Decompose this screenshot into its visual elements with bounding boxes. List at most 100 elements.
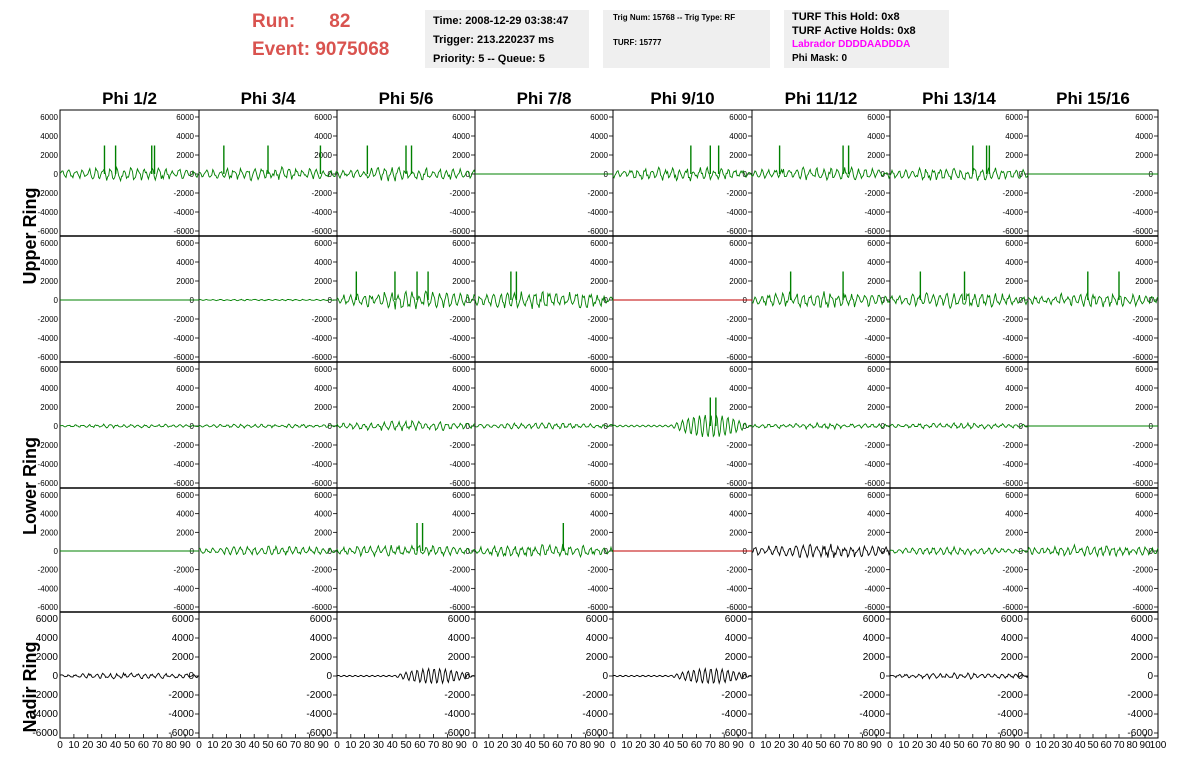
panel-frame (1027, 109, 1159, 237)
y-tick-label: 2000 (1001, 652, 1024, 663)
y-tick-label: -2000 (1133, 189, 1154, 198)
y-tick-label: -4000 (865, 584, 886, 593)
y-tick-label: 2000 (867, 528, 885, 537)
y-tick-label: 0 (328, 547, 333, 556)
y-tick-label-left: -4000 (38, 334, 59, 343)
y-tick-label: 2000 (314, 151, 332, 160)
x-tick-label: 80 (442, 740, 454, 751)
y-tick-label-left: 2000 (36, 652, 59, 663)
x-tick-label: 60 (1100, 740, 1112, 751)
y-tick-label: -2000 (588, 566, 609, 575)
x-tick-label: 20 (82, 740, 94, 751)
y-tick-label: -4000 (1003, 584, 1024, 593)
y-tick-label: 4000 (867, 510, 885, 519)
y-tick-label: 6000 (314, 239, 332, 248)
y-tick-label-left: 4000 (40, 510, 58, 519)
waveform-trace (612, 667, 753, 685)
x-tick-label: 80 (719, 740, 731, 751)
y-tick-label: 4000 (586, 633, 609, 644)
y-tick-label: 2000 (1135, 151, 1153, 160)
y-tick-label: 0 (190, 296, 195, 305)
y-tick-label: 6000 (452, 113, 470, 122)
x-tick-label: 10 (68, 740, 80, 751)
y-tick-label: 2000 (867, 403, 885, 412)
x-tick-label: 30 (511, 740, 523, 751)
y-tick-label: 0 (466, 170, 471, 179)
x-tick-label: 10 (345, 740, 357, 751)
y-tick-label: -2000 (1133, 441, 1154, 450)
y-tick-label: -2000 (312, 315, 333, 324)
x-tick-label: 90 (594, 740, 606, 751)
waveform-trace (612, 414, 753, 438)
y-tick-label: 6000 (863, 614, 886, 625)
y-tick-label: 6000 (172, 614, 195, 625)
y-tick-label: -2000 (997, 690, 1023, 701)
x-tick-label: 100 (1150, 740, 1167, 751)
x-tick-label: 30 (788, 740, 800, 751)
x-tick-label: 50 (538, 740, 550, 751)
y-tick-label: -2000 (450, 189, 471, 198)
y-tick-label: -6000 (1133, 353, 1154, 362)
x-tick-label: 30 (649, 740, 661, 751)
y-tick-label: -6000 (859, 728, 885, 739)
y-tick-label: 6000 (1135, 113, 1153, 122)
y-tick-label: 2000 (176, 277, 194, 286)
y-tick-label: -2000 (306, 690, 332, 701)
y-tick-label: 4000 (590, 384, 608, 393)
y-tick-label: 6000 (1135, 491, 1153, 500)
y-tick-label: 6000 (1005, 365, 1023, 374)
y-tick-label: 6000 (452, 491, 470, 500)
y-tick-label: -2000 (727, 566, 748, 575)
y-tick-label: -6000 (727, 603, 748, 612)
panel-frame (59, 487, 200, 613)
x-tick-label: 90 (456, 740, 468, 751)
x-tick-label: 0 (749, 740, 755, 751)
x-tick-label: 60 (138, 740, 150, 751)
priority-text: Priority: 5 -- Queue: 5 (433, 53, 545, 65)
x-tick-label: 10 (207, 740, 219, 751)
y-tick-label: 6000 (1005, 113, 1023, 122)
y-tick-label: -4000 (306, 709, 332, 720)
y-tick-label: -6000 (721, 728, 747, 739)
y-tick-label: 6000 (452, 239, 470, 248)
x-tick-label: 10 (760, 740, 772, 751)
column-title: Phi 1/2 (102, 89, 157, 108)
y-tick-label-left: -4000 (32, 709, 58, 720)
x-tick-label: 40 (1074, 740, 1086, 751)
y-tick-label: 6000 (590, 365, 608, 374)
run-event-box: Run: 82 Event: 9075068 (252, 8, 389, 64)
x-tick-label: 80 (166, 740, 178, 751)
waveform-trace (1027, 543, 1159, 558)
y-tick-label: 2000 (176, 151, 194, 160)
y-tick-label: 4000 (314, 510, 332, 519)
row-title: Upper Ring (20, 188, 40, 285)
y-tick-label: -6000 (312, 603, 333, 612)
y-tick-label-left: 4000 (40, 384, 58, 393)
y-tick-label: -4000 (1133, 208, 1154, 217)
y-tick-label-left: 2000 (40, 151, 58, 160)
y-tick-label-left: -6000 (38, 353, 59, 362)
y-tick-label: 2000 (314, 277, 332, 286)
waveform-trace (751, 290, 891, 309)
y-tick-label: -6000 (174, 603, 195, 612)
x-tick-label: 10 (1035, 740, 1047, 751)
y-tick-label: -4000 (174, 334, 195, 343)
x-tick-label: 60 (967, 740, 979, 751)
y-tick-label: 4000 (1005, 258, 1023, 267)
x-tick-label: 0 (610, 740, 616, 751)
y-tick-label: -6000 (997, 728, 1023, 739)
event-line: Event: 9075068 (252, 36, 389, 64)
y-tick-label: 2000 (590, 528, 608, 537)
row-title: Nadir Ring (20, 641, 40, 732)
x-tick-label: 80 (580, 740, 592, 751)
column-title: Phi 9/10 (650, 89, 714, 108)
y-tick-label: 2000 (867, 151, 885, 160)
waveform-trace (889, 292, 1029, 310)
y-tick-label: -6000 (1003, 603, 1024, 612)
y-tick-label-left: -6000 (32, 728, 58, 739)
y-tick-label: 2000 (867, 277, 885, 286)
x-tick-label: 60 (829, 740, 841, 751)
y-tick-label: 4000 (452, 258, 470, 267)
y-tick-label: 2000 (176, 403, 194, 412)
turf-hold-text: TURF This Hold: 0x8 (792, 11, 900, 23)
